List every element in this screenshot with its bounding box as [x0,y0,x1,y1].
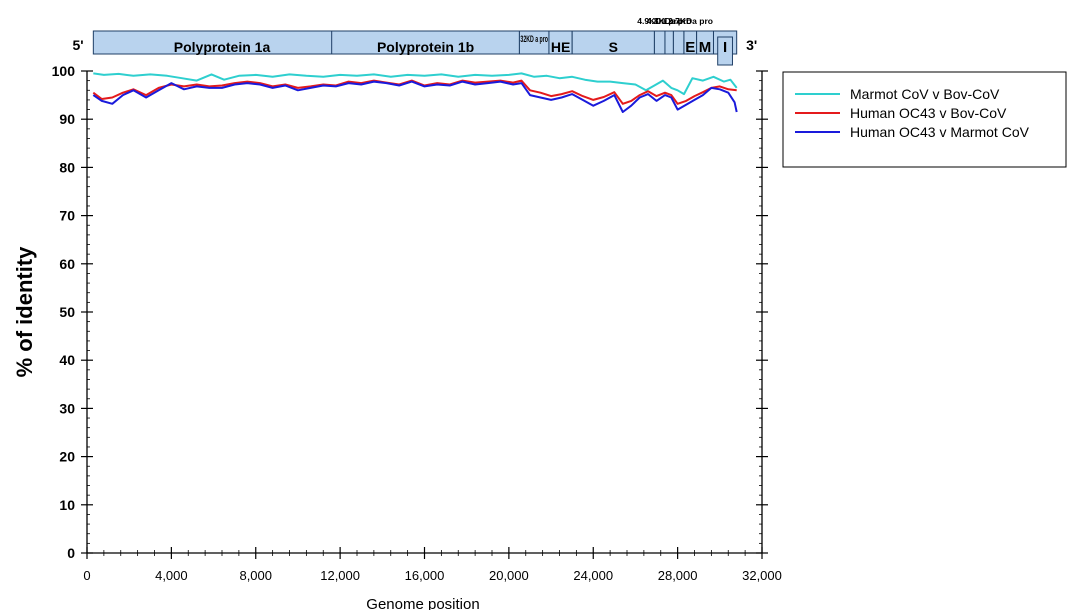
y-tick-label: 30 [59,400,75,416]
genome-3prime-label: 3' [746,37,757,53]
gene-box [717,36,733,66]
y-tick-label: 70 [59,208,75,224]
genome-5prime-label: 5' [72,37,83,53]
gene-label: Polyprotein 1a [174,39,271,55]
series-line-1 [92,79,737,105]
x-tick-label: 4,000 [155,568,188,583]
gene-label: E [685,39,695,56]
y-tick-label: 100 [52,63,76,79]
x-tick-label: 20,000 [489,568,529,583]
legend: Marmot CoV v Bov-CoV Human OC43 v Bov-CoV… [782,71,1067,168]
y-axis-title: % of identity [12,246,37,378]
gene-box [664,30,674,55]
gene-label: HE [551,39,570,55]
gene-box [653,30,666,55]
x-tick-label: 16,000 [405,568,445,583]
x-tick-label: 32,000 [742,568,782,583]
genome-map: 5' Polyprotein 1a Polyprotein 1b 32KD a pro… [72,16,757,66]
legend-label: Human OC43 v Bov-CoV [850,105,1007,121]
axes: 0 10 20 30 40 50 60 70 80 90 100 0 4,000 8,000 12,000 1… [52,63,782,583]
gene-label: 32KD a pro [520,34,548,44]
y-tick-label: 10 [59,497,75,513]
y-tick-label: 90 [59,111,75,127]
legend-box [782,71,1067,168]
y-tick-label: 40 [59,352,75,368]
x-tick-label: 0 [83,568,90,583]
gene-label: 12.7KDa pro [663,16,713,26]
legend-label: Human OC43 v Marmot CoV [850,124,1030,140]
y-tick-label: 20 [59,449,75,465]
x-tick-label: 28,000 [658,568,698,583]
legend-label: Marmot CoV v Bov-CoV [850,86,1000,102]
gene-label: I [723,39,727,56]
x-axis-title: Genome position [366,596,479,610]
gene-label: S [609,39,618,55]
gene-label: 4.8KDa pro [647,16,692,26]
gene-label: M [699,39,712,56]
gene-box [672,30,685,55]
gene-label: 4.9KDa pro [637,16,682,26]
x-tick-label: 8,000 [239,568,272,583]
x-tick-label: 24,000 [573,568,613,583]
y-tick-label: 80 [59,159,75,175]
gene-label: Polyprotein 1b [377,39,474,55]
series-layer [92,72,738,113]
series-line-0 [93,72,738,96]
x-tick-label: 12,000 [320,568,360,583]
y-tick-label: 0 [67,545,75,561]
y-tick-label: 60 [59,256,75,272]
series-line-2 [92,80,738,113]
y-tick-label: 50 [59,304,75,320]
